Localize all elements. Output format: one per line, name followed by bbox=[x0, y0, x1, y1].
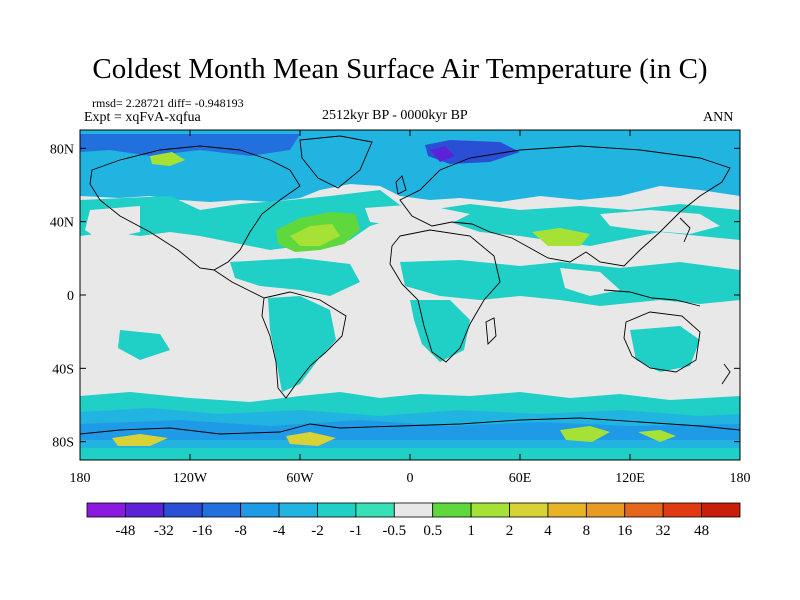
anomaly-region bbox=[112, 434, 168, 446]
x-tick-label: 180 bbox=[730, 471, 751, 486]
central-america-coast bbox=[213, 269, 265, 299]
colorbar-label: 8 bbox=[583, 523, 591, 539]
colorbar-label: 2 bbox=[506, 523, 514, 539]
colorbar-swatch bbox=[355, 502, 395, 518]
colorbar-swatch bbox=[393, 502, 434, 518]
colorbar-label: -2 bbox=[311, 523, 324, 539]
x-tick-label: 120E bbox=[615, 471, 645, 486]
anomaly-region bbox=[365, 204, 470, 226]
colorbar: -48 -32 -16 -8 -4 -2 -1 -0.5 0.5 1 2 4 8 16 32 48 bbox=[86, 502, 741, 539]
x-tick-label: 60W bbox=[286, 471, 314, 486]
x-tick-label: 0 bbox=[407, 471, 414, 486]
madagascar-coast bbox=[485, 317, 497, 345]
anomaly-region bbox=[560, 268, 620, 296]
south-america-coast bbox=[261, 291, 347, 399]
colorbar-label: -1 bbox=[350, 523, 363, 539]
y-tick-label: 80N bbox=[50, 142, 74, 157]
x-tick-label: 180 bbox=[70, 471, 91, 486]
colorbar-label: -0.5 bbox=[382, 523, 406, 539]
coastlines bbox=[80, 135, 740, 435]
colorbar-swatch bbox=[86, 502, 126, 518]
y-tick-label: 0 bbox=[67, 289, 74, 304]
colorbar-swatch bbox=[125, 502, 165, 518]
anomaly-region bbox=[638, 430, 676, 442]
anomaly-region bbox=[85, 206, 140, 240]
japan-coast bbox=[679, 217, 691, 243]
africa-coast bbox=[389, 229, 501, 363]
colorbar-swatch bbox=[585, 502, 626, 518]
colorbar-swatch bbox=[509, 502, 549, 518]
x-tick-label: 120W bbox=[173, 471, 208, 486]
stats-text: rmsd= 2.28721 diff= -0.948193 bbox=[92, 96, 244, 110]
colorbar-label: -8 bbox=[234, 523, 247, 539]
colorbar-label: 1 bbox=[467, 523, 475, 539]
colorbar-swatch bbox=[278, 502, 318, 518]
colorbar-swatch bbox=[240, 502, 280, 518]
colorbar-label: -4 bbox=[273, 523, 286, 539]
map-title: Coldest Month Mean Surface Air Temperatu… bbox=[92, 53, 708, 85]
anomaly-region bbox=[430, 146, 455, 162]
anomaly-region bbox=[150, 152, 185, 166]
colorbar-label: 0.5 bbox=[423, 523, 442, 539]
anomaly-region bbox=[630, 326, 700, 372]
anomaly-region bbox=[286, 432, 336, 446]
y-tick-label: 40S bbox=[52, 362, 74, 377]
x-tick-label: 60E bbox=[509, 471, 532, 486]
colorbar-label: 48 bbox=[694, 523, 709, 539]
colorbar-label: 4 bbox=[544, 523, 552, 539]
colorbar-swatch bbox=[201, 502, 242, 518]
colorbar-swatch bbox=[432, 502, 472, 518]
colorbar-label: 32 bbox=[656, 523, 671, 539]
colorbar-swatch bbox=[701, 502, 741, 518]
y-tick-label: 40N bbox=[50, 216, 74, 231]
colorbar-label: -32 bbox=[154, 523, 174, 539]
colorbar-swatch bbox=[624, 502, 664, 518]
anomaly-region bbox=[560, 426, 610, 442]
north-america-coast bbox=[89, 145, 301, 271]
new-zealand-coast bbox=[721, 363, 731, 385]
anomaly-region bbox=[230, 258, 360, 296]
period-text: 2512kyr BP - 0000kyr BP bbox=[322, 108, 468, 123]
experiment-text: Expt = xqFvA-xqfua bbox=[84, 110, 201, 125]
antarctica-coast bbox=[80, 417, 740, 435]
colorbar-swatch bbox=[662, 502, 702, 518]
colorbar-label: -48 bbox=[115, 523, 135, 539]
anomaly-region bbox=[410, 300, 470, 362]
contour-fields bbox=[80, 130, 740, 460]
season-text: ANN bbox=[703, 110, 734, 125]
anomaly-region bbox=[268, 296, 336, 392]
axis-ticks: 180 120W 60W 0 60E 120E 180 80N 40N 0 40S 80S bbox=[50, 130, 751, 486]
anomaly-region bbox=[118, 330, 170, 360]
australia-coast bbox=[623, 311, 701, 373]
anomaly-region bbox=[532, 228, 590, 246]
anomaly-region bbox=[290, 224, 340, 246]
anomaly-region bbox=[80, 134, 300, 156]
uk-coast bbox=[395, 175, 407, 195]
y-tick-label: 80S bbox=[52, 436, 74, 451]
colorbar-swatch bbox=[470, 502, 510, 518]
eurasia-coast bbox=[399, 145, 731, 267]
colorbar-swatch bbox=[163, 502, 203, 518]
indonesia-coast bbox=[603, 289, 701, 307]
colorbar-swatch bbox=[547, 502, 587, 518]
colorbar-swatch bbox=[317, 502, 357, 518]
colorbar-label: -16 bbox=[192, 523, 212, 539]
greenland-coast bbox=[299, 135, 373, 189]
colorbar-label: 16 bbox=[617, 523, 633, 539]
